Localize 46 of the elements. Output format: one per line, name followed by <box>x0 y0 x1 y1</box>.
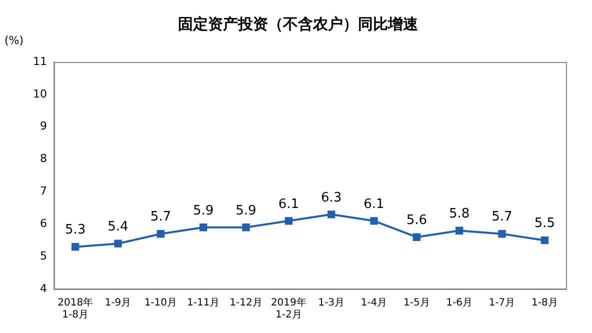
data-label: 5.4 <box>108 219 128 234</box>
point <box>156 230 164 238</box>
y-tick-label: 5 <box>40 249 47 262</box>
point <box>412 233 420 241</box>
x-tick-label: 1-11月 <box>186 298 220 309</box>
point <box>370 217 378 225</box>
y-tick-label: 6 <box>40 217 47 230</box>
y-tick-label: 8 <box>40 152 47 166</box>
chart-title: 固定资产投资（不含农户）同比增速 <box>178 14 419 33</box>
point <box>114 240 122 248</box>
y-tick-label: 9 <box>40 120 47 133</box>
x-tick-label: 1-4月 <box>360 298 388 309</box>
data-label: 5.9 <box>236 203 256 218</box>
point <box>72 243 80 251</box>
x-tick-label: 1-9月 <box>104 298 132 309</box>
data-label: 5.9 <box>192 203 214 218</box>
data-label: 5.5 <box>534 216 556 232</box>
x-tick-label: 2019年 1-2月 <box>270 296 306 321</box>
y-tick-label: 7 <box>40 184 47 198</box>
x-tick-label: 1-6月 <box>446 298 473 309</box>
x-tick-label: 1-5月 <box>403 298 430 309</box>
data-label: 6.1 <box>364 196 384 212</box>
data-label: 6.1 <box>278 196 300 212</box>
y-axis-title: (%) <box>4 34 24 47</box>
data-label: 5.7 <box>492 210 512 225</box>
x-tick-label: 1-8月 <box>531 298 558 309</box>
y-tick-label: 11 <box>32 54 47 68</box>
x-tick-label: 1-12月 <box>230 298 262 309</box>
x-tick-label: 1-10月 <box>144 298 178 309</box>
x-tick-label: 1-7月 <box>488 298 516 309</box>
data-label: 5.6 <box>406 212 428 228</box>
data-label: 5.8 <box>448 206 470 222</box>
data-label: 5.3 <box>64 222 86 238</box>
point <box>498 230 506 238</box>
y-tick-label: 4 <box>40 282 47 295</box>
x-tick-label: 2018年 1-8月 <box>58 296 94 321</box>
point <box>540 236 548 244</box>
point <box>284 217 292 225</box>
y-tick-label: 10 <box>32 87 47 100</box>
point <box>200 224 208 232</box>
point <box>328 210 336 218</box>
x-tick-label: 1-3月 <box>318 298 345 309</box>
point <box>456 226 464 234</box>
point <box>242 224 250 232</box>
data-label: 6.3 <box>320 190 342 206</box>
data-label: 5.7 <box>150 210 172 225</box>
